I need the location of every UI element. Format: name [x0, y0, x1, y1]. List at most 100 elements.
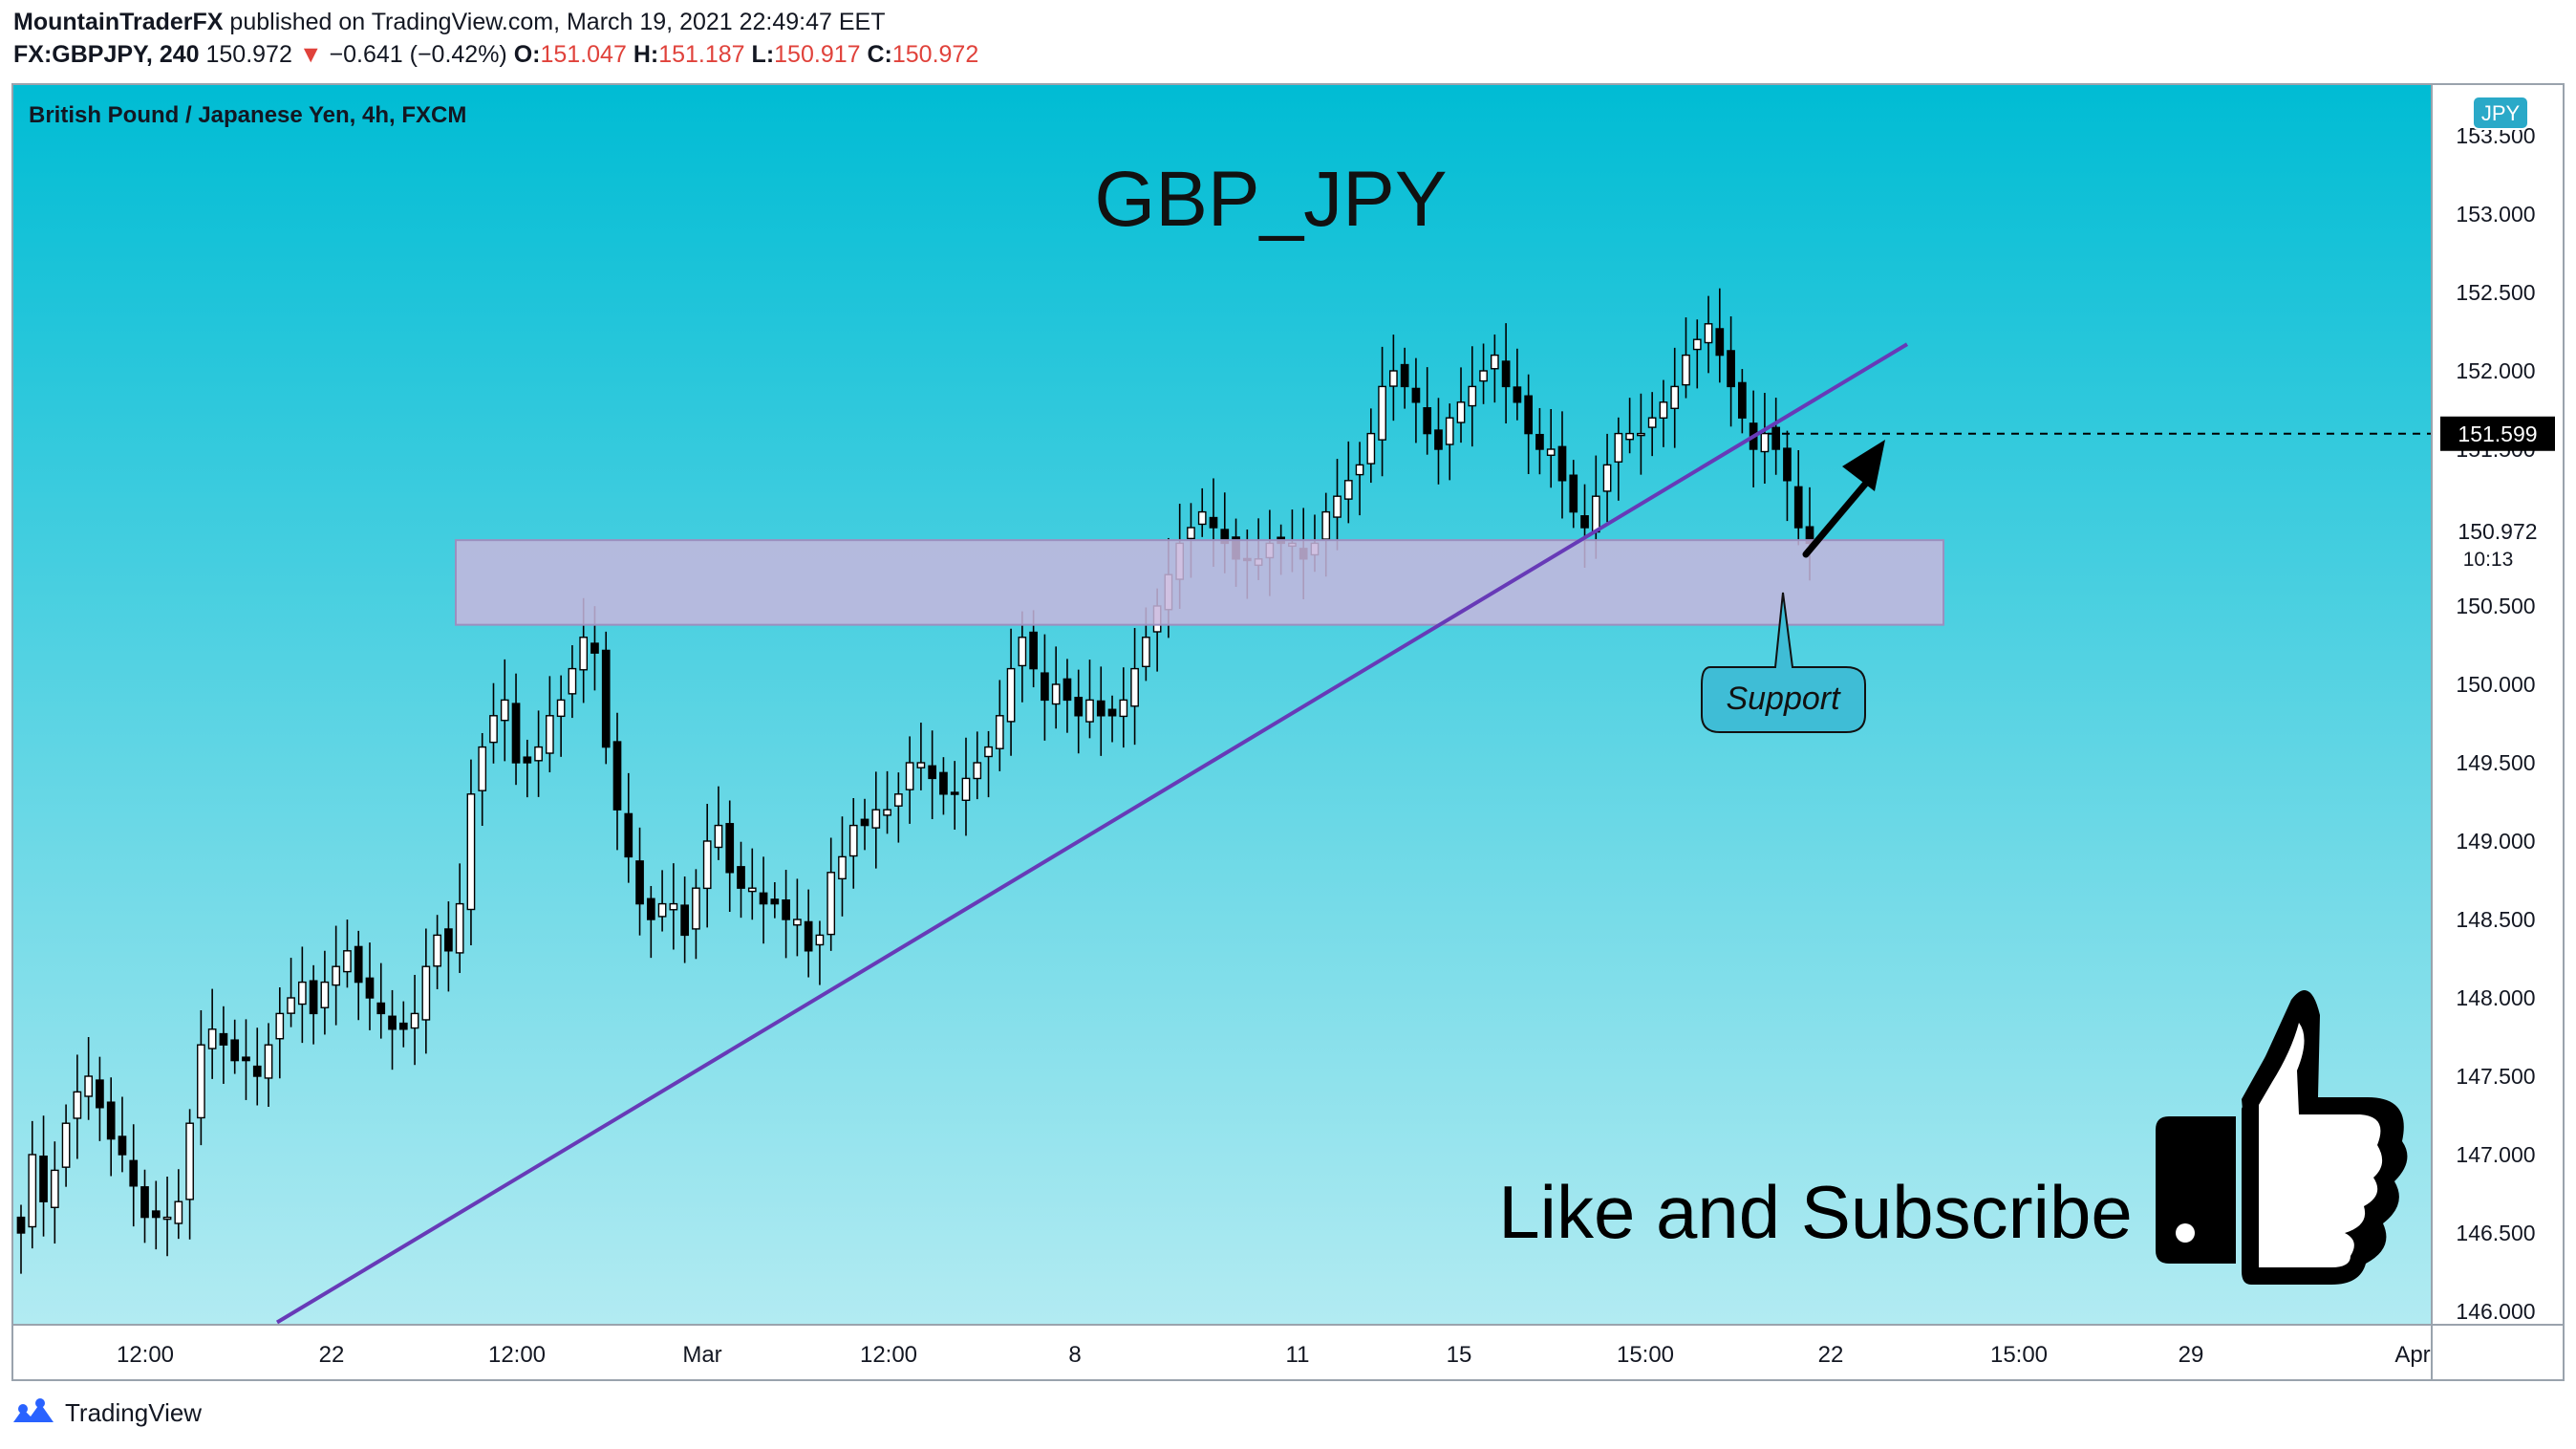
candle [702, 803, 712, 928]
open-label: O: [513, 41, 541, 68]
current-price-label: 150.972 10:13 [2440, 512, 2555, 573]
candle [230, 1019, 240, 1074]
candle [174, 1169, 183, 1240]
candle [770, 882, 780, 919]
candle [50, 1141, 59, 1244]
candle [1096, 666, 1106, 756]
time-tick-label: 12:00 [860, 1342, 917, 1368]
candle [197, 1009, 205, 1146]
candle [793, 878, 802, 957]
candle [1130, 628, 1139, 746]
time-tick-label: 22 [1818, 1342, 1844, 1368]
candle [534, 710, 543, 797]
support-zone[interactable] [455, 539, 1944, 626]
candle [680, 876, 689, 963]
price-level-value: 151.599 [2458, 422, 2537, 446]
candle [893, 772, 903, 843]
candle [826, 837, 836, 951]
candle [568, 645, 577, 719]
price-tick-label: 150.000 [2456, 672, 2535, 697]
low-value: 150.917 [774, 41, 861, 68]
trendline[interactable] [275, 342, 1909, 1325]
candle [264, 1023, 273, 1108]
candle [118, 1096, 127, 1173]
candle [523, 739, 532, 798]
candle [916, 723, 926, 790]
price-change: −0.641 (−0.42%) [329, 41, 507, 68]
candle [1727, 316, 1735, 427]
time-tick-label: 15 [1447, 1342, 1472, 1368]
price-axis: 153.500153.000152.500152.000151.500151.0… [2456, 123, 2535, 1324]
candle [1783, 430, 1792, 522]
symbol-label: FX:GBPJPY, 240 [13, 41, 200, 68]
candle [140, 1169, 149, 1244]
candle [1468, 346, 1477, 447]
candle [28, 1120, 37, 1249]
candle [1366, 408, 1376, 484]
candle [646, 885, 655, 959]
candle [1018, 611, 1027, 703]
candle [905, 736, 914, 824]
candle [1063, 659, 1072, 733]
cta-text: Like and Subscribe [1498, 1170, 2132, 1254]
time-tick-label: 29 [2179, 1342, 2204, 1368]
time-tick-label: 8 [1068, 1342, 1081, 1368]
down-arrow-icon: ▼ [298, 41, 323, 68]
time-tick-label: 12:00 [117, 1342, 174, 1368]
close-value: 150.972 [891, 41, 979, 68]
candle [287, 958, 295, 1027]
time-tick-label: 15:00 [1990, 1342, 2048, 1368]
candle [848, 797, 858, 889]
last-price: 150.972 [205, 41, 292, 68]
currency-badge[interactable]: JPY [2472, 96, 2529, 130]
candle [185, 1109, 194, 1240]
candle [747, 848, 757, 920]
candle [1197, 487, 1207, 537]
candle [1670, 347, 1680, 448]
candle [883, 770, 891, 834]
candle [1771, 398, 1781, 475]
price-tick-label: 146.500 [2456, 1221, 2535, 1245]
candle [1647, 392, 1657, 457]
candle [1569, 460, 1578, 529]
candle [1107, 695, 1117, 743]
candle [860, 798, 869, 851]
instrument-label: British Pound / Japanese Yen, 4h, FXCM [29, 102, 466, 128]
time-tick-label: Apr [2394, 1342, 2430, 1368]
chart-title: GBP_JPY [1094, 156, 1447, 243]
candle [478, 732, 487, 826]
candle [1704, 295, 1713, 374]
candle [1389, 335, 1398, 422]
candle [1006, 628, 1016, 756]
candle [1456, 367, 1466, 443]
candle [1557, 411, 1567, 519]
candle [1793, 450, 1803, 546]
candle [1400, 347, 1409, 409]
published-info: published on TradingView.com, March 19, … [229, 9, 886, 35]
candle [1411, 357, 1421, 443]
up-arrow-icon[interactable] [1802, 440, 1885, 558]
author-name[interactable]: MountainTraderFX [13, 9, 224, 35]
tradingview-brand: TradingView [65, 1397, 203, 1427]
candle [1434, 398, 1443, 485]
low-label: L: [751, 41, 775, 68]
support-callout[interactable]: Support [1701, 592, 1866, 733]
candle [1445, 403, 1454, 481]
candle [1513, 348, 1522, 421]
candle [365, 942, 375, 1030]
candle [421, 928, 431, 1054]
price-tick-label: 150.500 [2456, 594, 2535, 618]
plot-area[interactable] [13, 85, 2431, 1324]
candle [410, 974, 419, 1066]
candle [759, 856, 768, 944]
candle [669, 863, 678, 950]
candle [511, 673, 521, 786]
candles-group [16, 288, 1814, 1274]
candle [343, 919, 352, 988]
tradingview-logo[interactable]: TradingView [11, 1397, 202, 1428]
time-tick-label: Mar [682, 1342, 721, 1368]
thumbs-up-icon[interactable] [2156, 990, 2408, 1285]
ohlc-line: FX:GBPJPY, 240 150.972 ▼ −0.641 (−0.42%)… [13, 38, 978, 71]
candle [1614, 417, 1623, 501]
